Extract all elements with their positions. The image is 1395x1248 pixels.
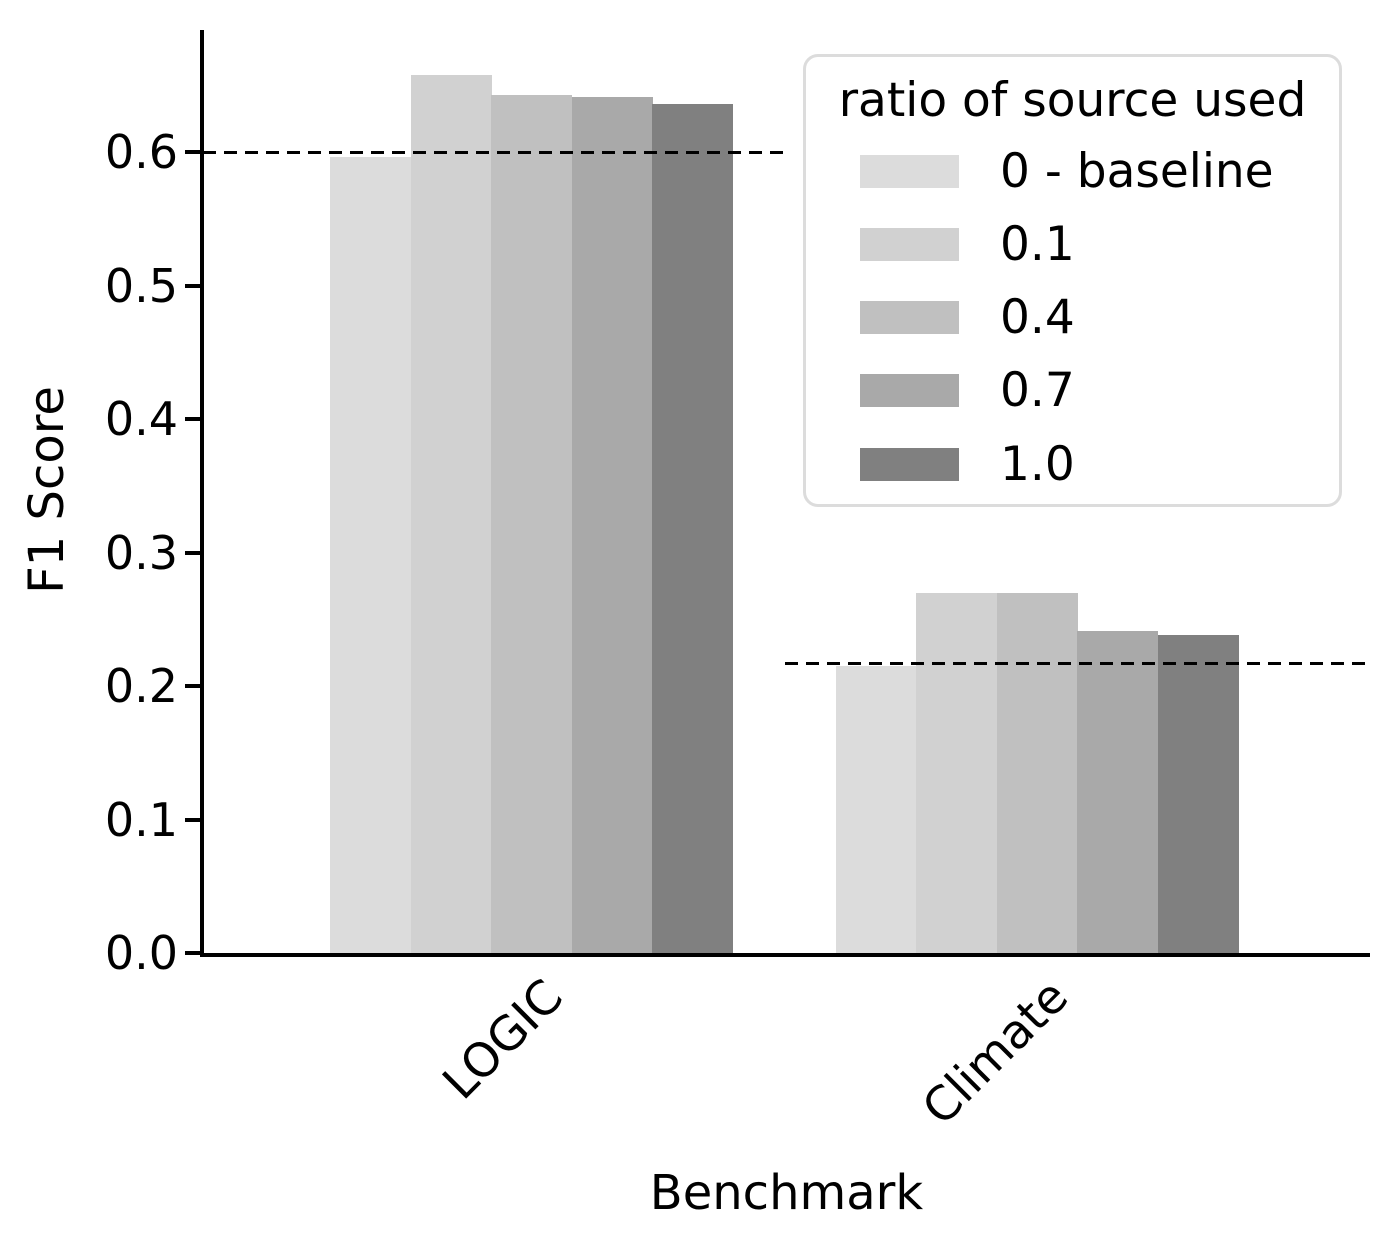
y-tick-label: 0.5: [104, 258, 178, 313]
baseline-dashed-line-logic: [203, 150, 783, 154]
bar-logic-04: [491, 94, 573, 953]
legend-swatch-01: [860, 227, 959, 261]
legend-title: ratio of source used: [838, 73, 1307, 128]
bar-climate-07: [1077, 631, 1159, 953]
bar-logic-0baseline: [330, 157, 412, 953]
x-category-label-climate: Climate: [912, 969, 1080, 1136]
bar-logic-01: [410, 74, 492, 953]
x-axis-title: Benchmark: [649, 1165, 924, 1221]
y-tick-label: 0.6: [104, 125, 178, 179]
y-tick-mark: [185, 817, 201, 822]
y-tick-label: 0.3: [104, 525, 178, 580]
plot-area: [203, 30, 1370, 953]
bar-climate-01: [916, 592, 998, 953]
legend-swatch-04: [860, 301, 959, 334]
x-axis-spine: [200, 953, 1370, 957]
bar-logic-10: [652, 103, 734, 953]
bar-climate-10: [1157, 635, 1239, 953]
y-tick-mark: [185, 550, 201, 555]
y-tick-label: 0.1: [104, 792, 178, 847]
y-axis-spine: [200, 30, 204, 957]
y-tick-label: 0.2: [104, 659, 178, 713]
y-tick-mark: [185, 417, 201, 421]
y-axis-title: F1 Score: [19, 386, 75, 594]
legend-item-label: 0.4: [1000, 290, 1075, 345]
legend: ratio of source used 0 - baseline 0.1 0.4 0…: [803, 54, 1342, 507]
legend-swatch-07: [860, 374, 959, 408]
legend-swatch-0baseline: [860, 154, 959, 188]
bar-climate-0baseline: [835, 665, 917, 953]
y-tick-mark: [185, 283, 201, 288]
legend-swatch-10: [860, 447, 959, 481]
bar-logic-07: [571, 97, 653, 953]
legend-item-label: 1.0: [1000, 436, 1075, 492]
baseline-dashed-line-climate: [785, 661, 1365, 665]
y-tick-mark: [185, 684, 201, 688]
y-tick-mark: [185, 951, 201, 955]
y-tick-label: 0.0: [104, 926, 178, 980]
bar-climate-04: [996, 592, 1078, 953]
legend-item-label: 0.1: [1000, 216, 1075, 272]
y-tick-label: 0.4: [104, 392, 178, 446]
x-category-label-logic: LOGIC: [432, 969, 574, 1111]
y-tick-mark: [185, 150, 201, 154]
legend-item-label: 0 - baseline: [1000, 143, 1274, 199]
legend-item-label: 0.7: [1000, 363, 1075, 419]
